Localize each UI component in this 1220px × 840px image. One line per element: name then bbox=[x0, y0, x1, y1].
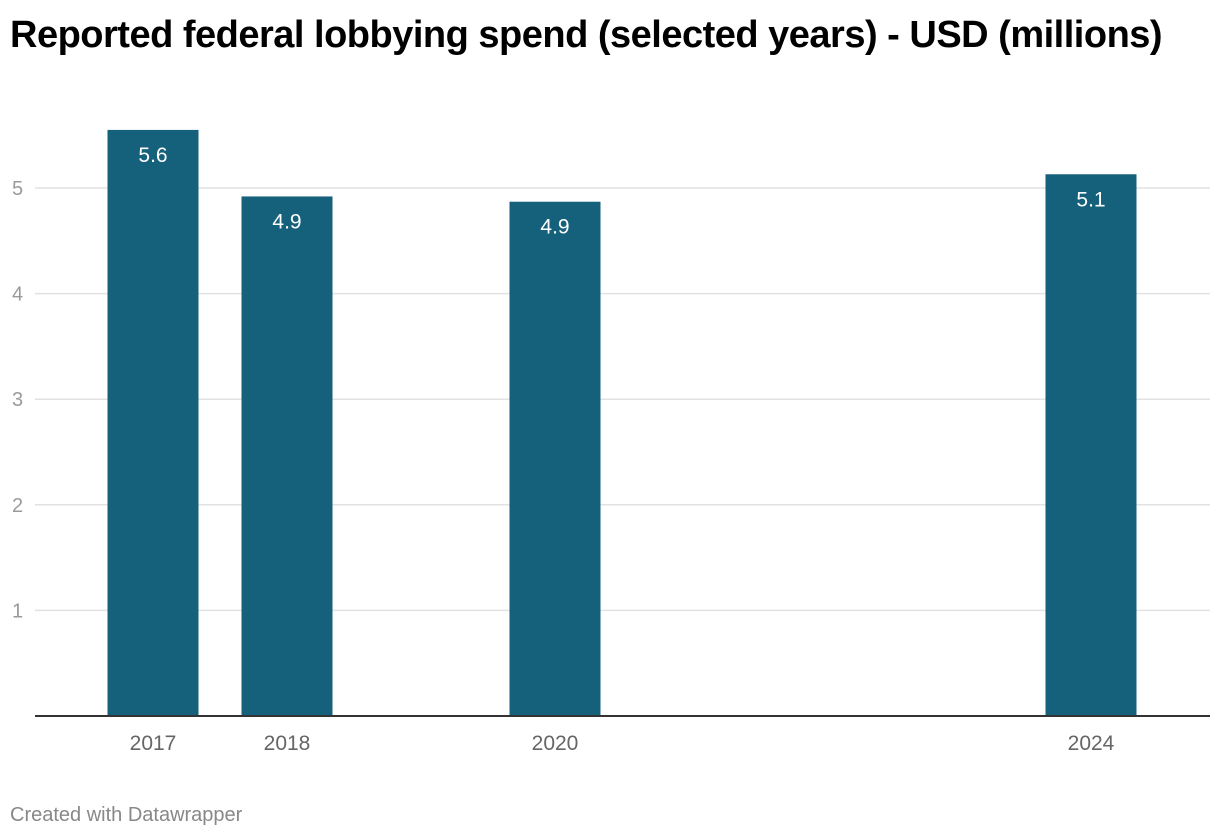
y-tick-label: 2 bbox=[12, 495, 23, 517]
data-label: 4.9 bbox=[272, 210, 301, 233]
data-label: 5.1 bbox=[1076, 188, 1105, 211]
bar-2018 bbox=[241, 196, 333, 716]
y-tick-label: 5 bbox=[12, 178, 23, 200]
data-label: 5.6 bbox=[138, 144, 167, 167]
x-tick-label: 2020 bbox=[532, 732, 579, 755]
x-tick-label: 2024 bbox=[1068, 732, 1115, 755]
bar-2020 bbox=[509, 201, 601, 716]
x-tick-label: 2017 bbox=[130, 732, 177, 755]
y-tick-label: 4 bbox=[12, 284, 23, 306]
data-label: 4.9 bbox=[540, 216, 569, 239]
y-tick-label: 1 bbox=[12, 600, 23, 622]
footer-credit: Created with Datawrapper bbox=[10, 804, 243, 826]
chart-title: Reported federal lobbying spend (selecte… bbox=[10, 14, 1163, 56]
x-tick-label: 2018 bbox=[264, 732, 311, 755]
bar-2024 bbox=[1045, 174, 1137, 717]
y-tick-label: 3 bbox=[12, 389, 23, 411]
bar-2017 bbox=[107, 129, 199, 717]
